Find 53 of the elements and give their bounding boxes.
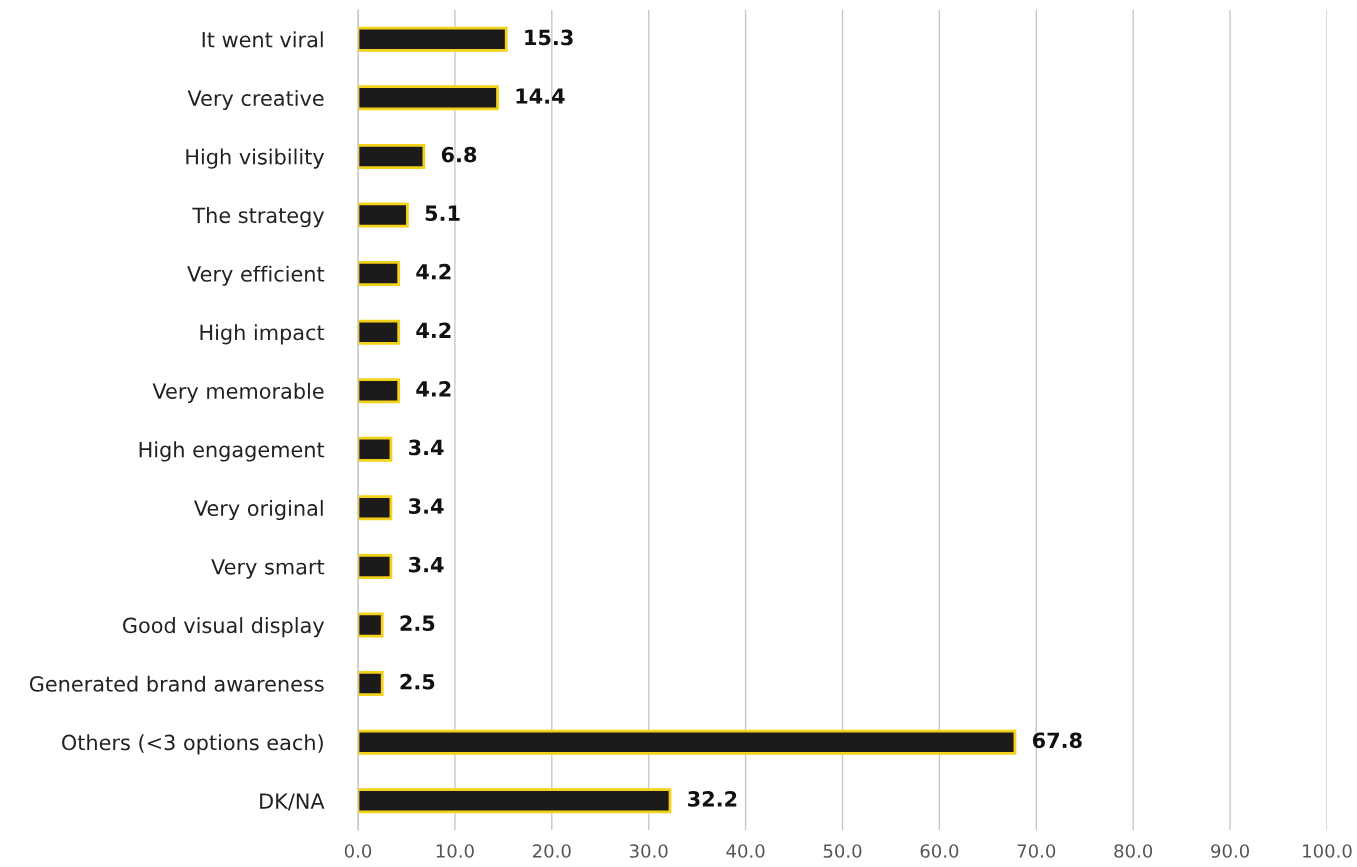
data-label: 3.4 xyxy=(409,556,444,573)
data-label: 32.2 xyxy=(688,791,737,807)
bar xyxy=(358,788,672,814)
data-label: 5.1 xyxy=(425,205,460,222)
x-tick-label: 0.0 xyxy=(344,844,372,858)
y-tick-label: DK/NA xyxy=(260,793,325,811)
bar xyxy=(358,436,393,462)
y-tick-label: Very memorable xyxy=(152,382,324,403)
y-tick-label: Good visual display xyxy=(123,617,325,638)
bar xyxy=(358,495,393,521)
x-tick-label: 70.0 xyxy=(1017,844,1056,858)
y-tick-label: High visibility xyxy=(186,148,325,169)
x-tick-label: 10.0 xyxy=(436,844,474,858)
x-tick-label: 30.0 xyxy=(629,844,668,858)
bar xyxy=(358,85,499,111)
x-tick-label: 60.0 xyxy=(920,844,959,858)
bar xyxy=(358,378,401,404)
y-tick-label: It went viral xyxy=(202,31,323,48)
x-tick-label: 40.0 xyxy=(726,844,765,858)
bar xyxy=(358,202,409,228)
x-tick-label: 90.0 xyxy=(1211,844,1249,858)
data-label: 3.4 xyxy=(409,439,444,456)
data-label: 2.5 xyxy=(400,615,435,632)
data-label: 14.4 xyxy=(516,88,565,104)
data-label: 67.8 xyxy=(1032,732,1082,749)
bar xyxy=(358,553,393,579)
bar xyxy=(358,671,384,697)
y-tick-label: High impact xyxy=(200,324,325,345)
y-tick-label: Very original xyxy=(193,499,323,521)
x-tick-label: 100.0 xyxy=(1303,844,1352,858)
data-label: 3.4 xyxy=(409,498,444,514)
data-label: 4.2 xyxy=(416,263,451,280)
bar xyxy=(358,26,508,52)
y-tick-label: The strategy xyxy=(192,207,325,228)
bar xyxy=(358,612,384,638)
data-label: 15.3 xyxy=(525,29,573,46)
y-tick-label: Very efficient xyxy=(187,265,325,286)
data-label: 4.2 xyxy=(416,322,451,338)
bar xyxy=(358,319,401,345)
bar xyxy=(358,143,426,169)
data-label: 4.2 xyxy=(416,381,451,397)
data-label: 6.8 xyxy=(441,146,477,163)
y-tick-label: Very creative xyxy=(187,89,324,111)
y-tick-label: Others (<3 options each) xyxy=(62,734,323,755)
y-tick-label: Very smart xyxy=(211,559,325,579)
x-tick-label: 20.0 xyxy=(533,844,571,858)
data-label: 2.5 xyxy=(400,673,435,690)
y-tick-label: Generated brand awareness xyxy=(29,675,324,692)
bar xyxy=(358,729,1017,755)
x-tick-label: 50.0 xyxy=(823,844,862,858)
y-tick-label: High engagement xyxy=(139,441,325,462)
bar xyxy=(358,261,401,287)
x-tick-label: 80.0 xyxy=(1114,844,1153,858)
